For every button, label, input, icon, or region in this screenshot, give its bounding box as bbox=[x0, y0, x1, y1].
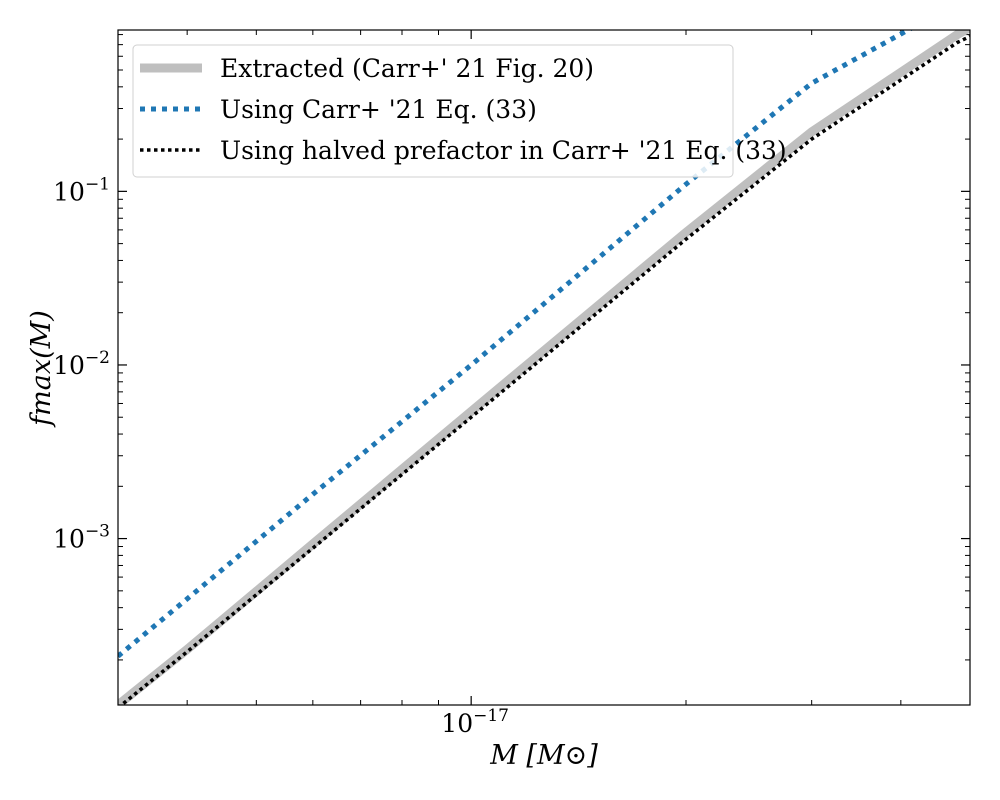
legend-label-2: Using Carr+ '21 Eq. (33) bbox=[220, 95, 537, 124]
plot-frame bbox=[117, 29, 971, 706]
legend: Extracted (Carr+' 21 Fig. 20) Using Carr+… bbox=[132, 44, 787, 178]
legend-box bbox=[132, 44, 734, 178]
legend-label-1: Extracted (Carr+' 21 Fig. 20) bbox=[220, 54, 594, 83]
series-line-2 bbox=[118, 30, 914, 659]
series-layer bbox=[118, 30, 970, 705]
minor-ticks bbox=[118, 30, 970, 705]
x-tick-label: 10−17 bbox=[441, 706, 509, 738]
y-tick-label: 10−3 bbox=[53, 522, 110, 554]
y-axis-label: fmax(M) bbox=[26, 310, 57, 428]
major-ticks bbox=[118, 30, 970, 705]
series-line-3 bbox=[118, 34, 970, 705]
legend-label-3: Using halved prefactor in Carr+ '21 Eq. … bbox=[220, 136, 787, 165]
y-tick-label: 10−2 bbox=[53, 348, 110, 380]
series-line-1 bbox=[118, 30, 970, 705]
tick-labels: 10−17 10−1 10−2 10−3 bbox=[53, 174, 509, 738]
x-axis-label: M [M⊙] bbox=[489, 740, 598, 771]
y-tick-label: 10−1 bbox=[53, 174, 110, 206]
